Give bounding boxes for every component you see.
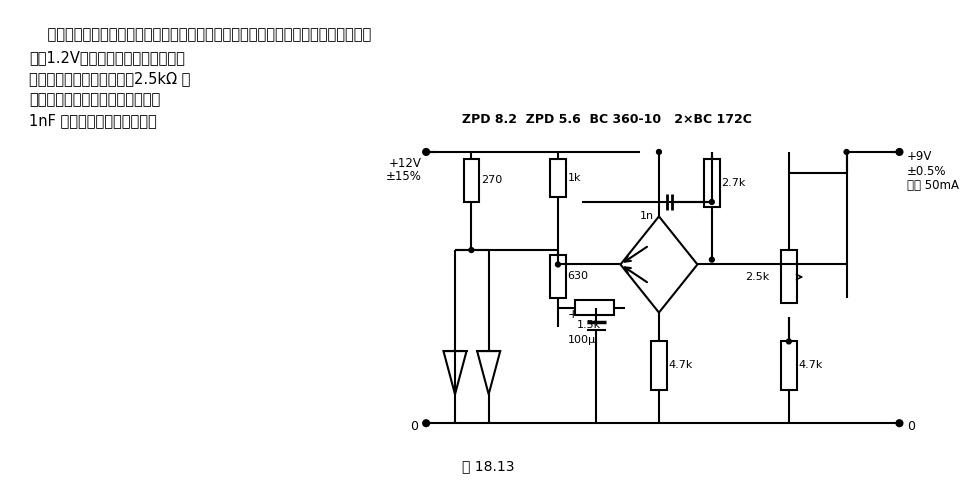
Polygon shape bbox=[444, 351, 467, 394]
Text: 该电路以串联晶体管的集电极作输出端，最低转入电压与稳定输出电压间的电压差可: 该电路以串联晶体管的集电极作输出端，最低转入电压与稳定输出电压间的电压差可 bbox=[29, 27, 372, 42]
Text: +9V: +9V bbox=[907, 150, 932, 163]
Text: 输出电压有高稳定度。利用2.5kΩ 电: 输出电压有高稳定度。利用2.5kΩ 电 bbox=[29, 71, 190, 86]
Circle shape bbox=[786, 339, 791, 344]
Text: ZPD 8.2  ZPD 5.6  BC 360-10   2×BC 172C: ZPD 8.2 ZPD 5.6 BC 360-10 2×BC 172C bbox=[462, 114, 752, 126]
Polygon shape bbox=[477, 351, 500, 394]
Bar bbox=[550, 255, 565, 298]
Text: 4.7k: 4.7k bbox=[799, 361, 823, 371]
Circle shape bbox=[709, 257, 714, 262]
Text: ±0.5%: ±0.5% bbox=[907, 164, 947, 178]
Circle shape bbox=[896, 420, 902, 427]
Text: 1nF 电容可以抑制高频振荡。: 1nF 电容可以抑制高频振荡。 bbox=[29, 114, 156, 128]
Text: +: + bbox=[567, 308, 578, 321]
Circle shape bbox=[422, 420, 429, 427]
Bar bbox=[550, 158, 565, 197]
Bar bbox=[651, 342, 666, 389]
Text: 2.5k: 2.5k bbox=[746, 272, 770, 282]
Text: 1n: 1n bbox=[639, 211, 654, 221]
Text: 1k: 1k bbox=[567, 173, 581, 183]
Polygon shape bbox=[620, 216, 697, 312]
Bar bbox=[575, 300, 613, 315]
Bar bbox=[781, 342, 797, 389]
Circle shape bbox=[422, 148, 429, 155]
Text: 270: 270 bbox=[481, 175, 502, 185]
Circle shape bbox=[709, 200, 714, 204]
Text: 1.5k: 1.5k bbox=[577, 320, 601, 330]
Text: 630: 630 bbox=[567, 271, 588, 281]
Text: ±15%: ±15% bbox=[386, 171, 421, 184]
Bar bbox=[464, 158, 479, 202]
Text: 4.7k: 4.7k bbox=[668, 361, 693, 371]
Text: 位器可以使输出电压调至给定值。: 位器可以使输出电压调至给定值。 bbox=[29, 92, 160, 107]
Circle shape bbox=[468, 247, 474, 253]
Text: 100μ: 100μ bbox=[567, 334, 596, 345]
Text: 最大 50mA: 最大 50mA bbox=[907, 179, 959, 192]
Text: 小至1.2V。采用两个稳压管可以保证: 小至1.2V。采用两个稳压管可以保证 bbox=[29, 50, 184, 65]
Bar bbox=[705, 158, 720, 207]
Bar bbox=[781, 250, 797, 303]
Text: 0: 0 bbox=[411, 420, 419, 433]
Text: 0: 0 bbox=[907, 420, 915, 433]
Text: 图 18.13: 图 18.13 bbox=[462, 460, 515, 473]
Circle shape bbox=[844, 149, 849, 154]
Text: +12V: +12V bbox=[389, 157, 421, 170]
Circle shape bbox=[896, 148, 902, 155]
Text: 2.7k: 2.7k bbox=[722, 178, 746, 188]
Circle shape bbox=[657, 149, 661, 154]
Circle shape bbox=[556, 262, 561, 267]
